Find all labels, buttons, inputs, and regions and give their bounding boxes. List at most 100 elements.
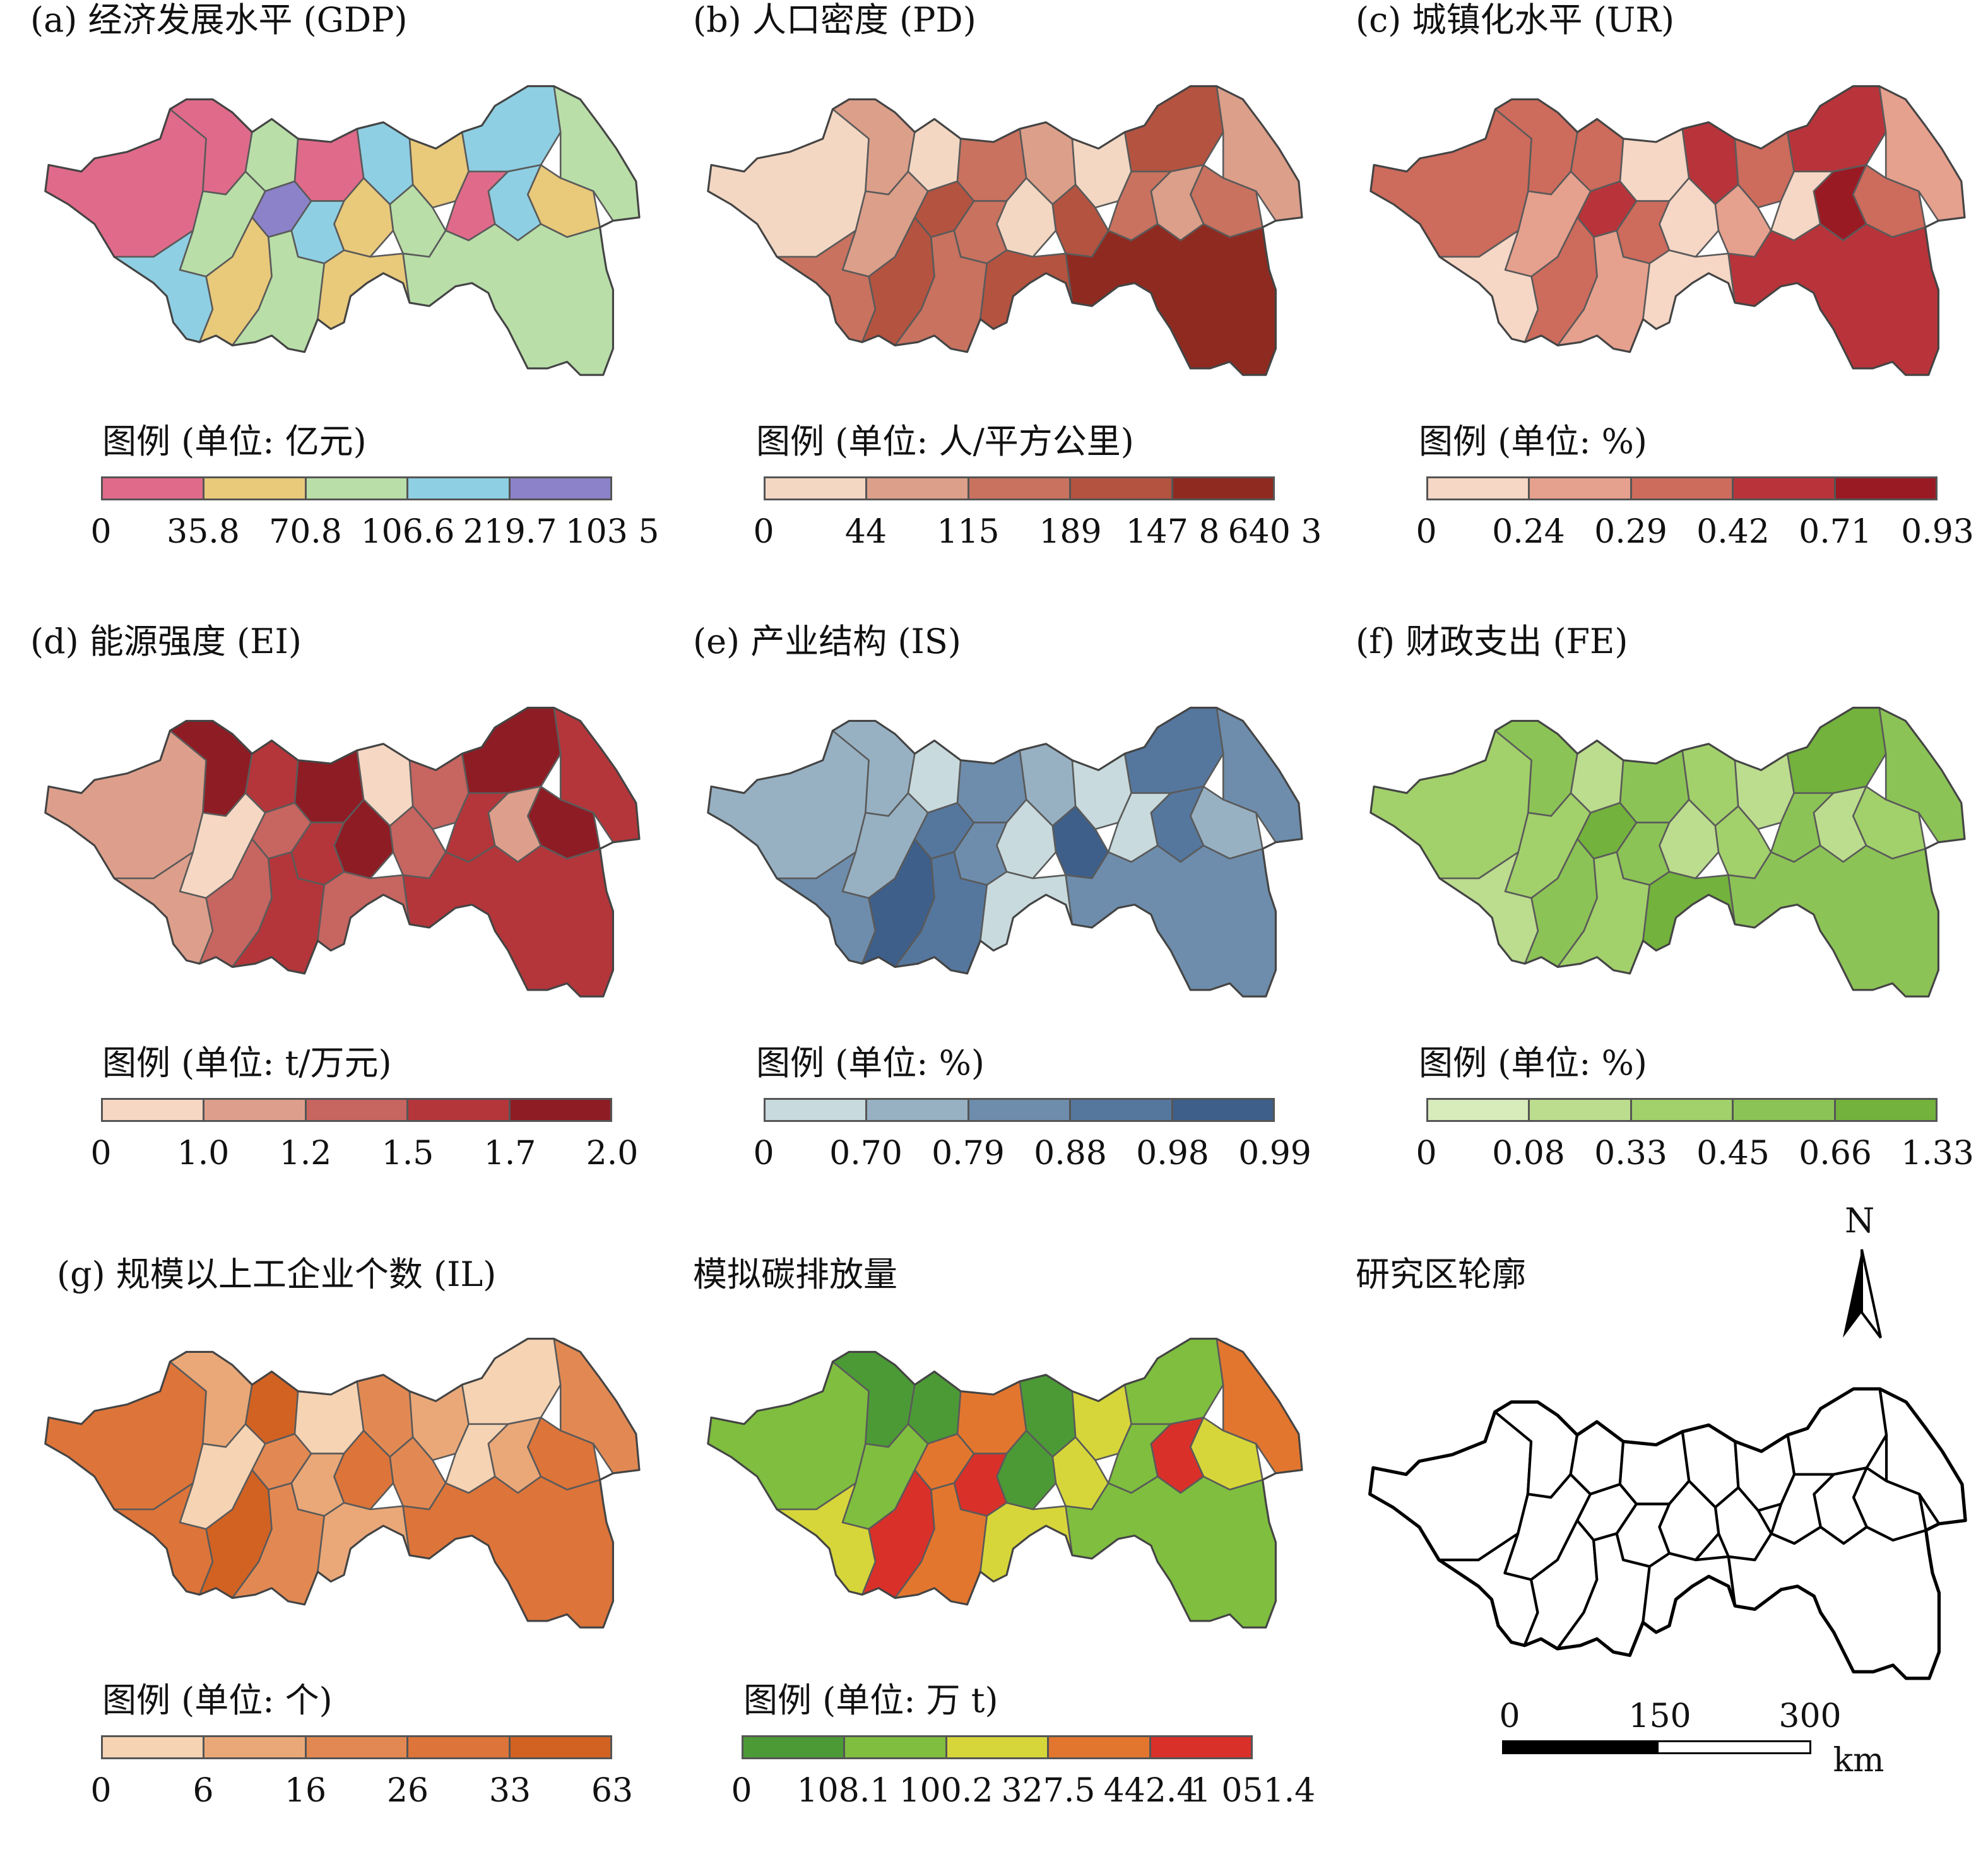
scale-unit: km [1833, 1742, 1884, 1779]
legend-tick-label: 33 [488, 1772, 531, 1810]
legend-tick-label: 26 [386, 1772, 429, 1810]
legend-swatch [1071, 1100, 1173, 1120]
region-map [707, 85, 1303, 376]
legend-tick-label: 327.5 [1001, 1772, 1096, 1810]
panel-title: (b) 人口密度 (PD) [693, 0, 976, 40]
map-region [461, 85, 562, 173]
legend-color-bar [742, 1735, 1253, 1759]
legend-tick-label: 1.7 [483, 1135, 536, 1172]
legend-title: 图例 (单位: %) [756, 1043, 985, 1083]
legend-swatch [845, 1737, 947, 1757]
legend-swatch [1734, 478, 1836, 498]
map-outline [44, 1338, 641, 1629]
legend-tick-label: 1.0 [177, 1135, 230, 1172]
legend-tick-label: 2.0 [586, 1135, 639, 1172]
legend-swatch [510, 1737, 611, 1757]
map-region [1786, 85, 1887, 173]
legend-swatch [867, 1100, 969, 1120]
legend-tick-label: 0 [90, 513, 112, 551]
legend-swatch [969, 1100, 1072, 1120]
map-region [1370, 720, 1532, 880]
panel-title: (e) 产业结构 (IS) [693, 622, 961, 661]
panel-title: (d) 能源强度 (EI) [30, 622, 302, 661]
legend-tick-label: 0.24 [1492, 513, 1565, 551]
legend-tick-label: 147 8 [1125, 513, 1220, 551]
region-map [1370, 707, 1966, 998]
map-outline [1368, 1387, 1967, 1680]
legend-swatch [1835, 1100, 1936, 1120]
legend-tick-label: 189 [1039, 513, 1102, 551]
legend-swatch [1530, 1100, 1632, 1120]
legend-tick-label: 6 [192, 1772, 214, 1810]
legend-tick-label: 0 [753, 513, 774, 551]
map-outline [1370, 85, 1966, 376]
legend-tick-label: 219.7 [463, 513, 557, 551]
legend-title: 图例 (单位: t/万元) [102, 1043, 392, 1083]
legend-tick-label: 0.71 [1799, 513, 1872, 551]
legend-tick-label: 0.08 [1492, 1135, 1565, 1172]
map-panel-7: 模拟碳排放量 图例 (单位: 万 t) 0 108.1 100.2 327.5 442.4 1… [663, 1243, 1325, 1852]
scale-bar-black [1502, 1740, 1657, 1754]
legend-swatch [1151, 1737, 1251, 1757]
legend-tick-label: 1.2 [279, 1135, 332, 1172]
legend-tick-label: 35.8 [167, 513, 240, 551]
legend-tick-label: 0 [731, 1772, 752, 1810]
panel-title: 模拟碳排放量 [693, 1254, 897, 1294]
scale-tick-0: 0 [1499, 1697, 1520, 1735]
legend-swatch [1631, 1100, 1734, 1120]
map-region [1123, 707, 1224, 794]
legend-swatch [306, 478, 409, 498]
map-region [707, 1351, 870, 1511]
legend-tick-label: 100.2 [899, 1772, 993, 1810]
map-region [1727, 1525, 1941, 1680]
legend-swatch [1173, 1100, 1274, 1120]
map-region [707, 720, 870, 880]
legend-swatch [1835, 478, 1936, 498]
region-map [707, 707, 1303, 998]
legend-swatch [766, 478, 868, 498]
map-panel-2: (c) 城镇化水平 (UR) 图例 (单位: %) 0 0.24 0.29 0.42 0.7… [1325, 0, 1988, 609]
map-region [44, 1351, 207, 1511]
map-panel-1: (b) 人口密度 (PD) 图例 (单位: 人/平方公里) 0 44 115 189 147… [663, 0, 1325, 609]
legend-tick-label: 0.93 [1901, 513, 1974, 551]
map-panel-5: (f) 财政支出 (FE) 图例 (单位: %) 0 0.08 0.33 0.45 0.66… [1325, 622, 1988, 1230]
map-region [317, 1502, 411, 1583]
legend-tick-label: 1.33 [1901, 1135, 1974, 1172]
legend-color-bar [101, 1735, 612, 1759]
legend-swatch [1428, 1100, 1530, 1120]
map-region [461, 1338, 562, 1425]
legend-color-bar [1426, 476, 1938, 500]
panel-title: (g) 规模以上工企业个数 (IL) [57, 1254, 497, 1294]
legend-swatch [1428, 478, 1530, 498]
legend-swatch [1173, 478, 1274, 498]
legend-color-bar [101, 476, 612, 500]
legend-swatch [408, 1100, 511, 1120]
region-map [1368, 1387, 1967, 1680]
map-outline [707, 707, 1303, 998]
legend-tick-label: 0.99 [1238, 1135, 1311, 1172]
map-outline [707, 85, 1303, 376]
map-region [44, 98, 207, 258]
legend-swatch [766, 1100, 868, 1120]
map-panel-8: 研究区轮廓 [1325, 1243, 1988, 1852]
map-outline [44, 707, 641, 998]
map-panel-4: (e) 产业结构 (IS) 图例 (单位: %) 0 0.70 0.79 0.88 0.98… [663, 622, 1325, 1230]
panel-title: (f) 财政支出 (FE) [1356, 622, 1628, 661]
legend-swatch [1631, 478, 1734, 498]
legend-tick-label: 0.98 [1136, 1135, 1209, 1172]
map-outline [44, 85, 641, 376]
legend-swatch [947, 1737, 1050, 1757]
legend-title: 图例 (单位: 亿元) [102, 422, 367, 461]
region-map [707, 1338, 1303, 1629]
legend-tick-label: 1 051.4 [1190, 1772, 1316, 1810]
panel-title: (a) 经济发展水平 (GDP) [30, 0, 408, 40]
legend-tick-label: 0.66 [1799, 1135, 1872, 1172]
legend-tick-label: 0.79 [932, 1135, 1005, 1172]
map-outline [1370, 707, 1966, 998]
map-region [979, 1502, 1074, 1583]
legend-swatch [867, 478, 969, 498]
map-region [1786, 707, 1887, 794]
legend-swatch [103, 1737, 205, 1757]
legend-swatch [1071, 478, 1173, 498]
legend-swatch [743, 1737, 846, 1757]
